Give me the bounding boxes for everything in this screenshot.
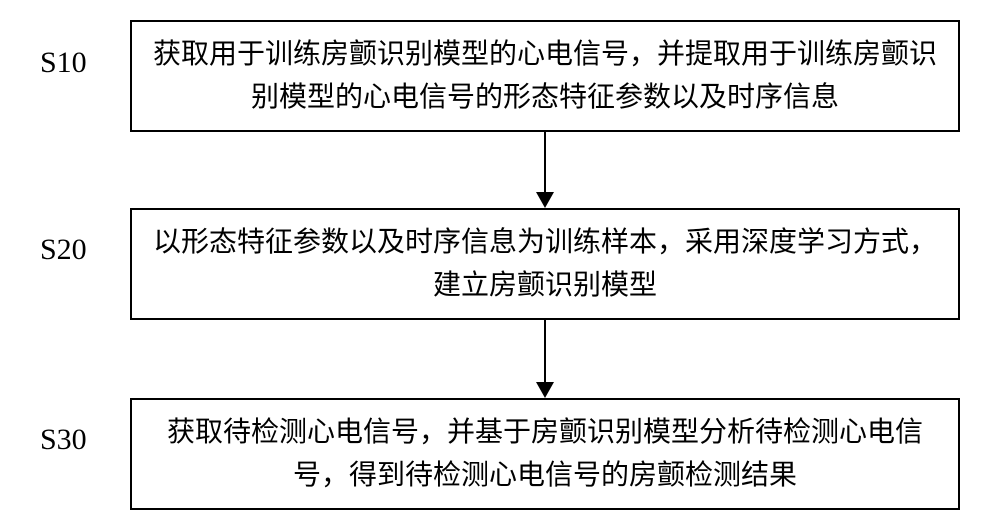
step-box-s30: 获取待检测心电信号，并基于房颤识别模型分析待检测心电信号，得到待检测心电信号的房… bbox=[130, 398, 960, 510]
step-box-s10: 获取用于训练房颤识别模型的心电信号，并提取用于训练房颤识别模型的心电信号的形态特… bbox=[130, 20, 960, 132]
step-label-text: S10 bbox=[40, 46, 87, 79]
step-text-s20: 以形态特征参数以及时序信息为训练样本，采用深度学习方式，建立房颤识别模型 bbox=[150, 221, 940, 308]
arrow-shaft-1 bbox=[544, 132, 546, 192]
arrow-head-1 bbox=[536, 192, 554, 208]
step-label-s10: S10 bbox=[40, 48, 87, 78]
flowchart-canvas: S10 获取用于训练房颤识别模型的心电信号，并提取用于训练房颤识别模型的心电信号… bbox=[0, 0, 1000, 528]
arrow-head-2 bbox=[536, 382, 554, 398]
step-label-s20: S20 bbox=[40, 235, 87, 265]
step-box-s20: 以形态特征参数以及时序信息为训练样本，采用深度学习方式，建立房颤识别模型 bbox=[130, 208, 960, 320]
step-label-s30: S30 bbox=[40, 425, 87, 455]
step-text-s30: 获取待检测心电信号，并基于房颤识别模型分析待检测心电信号，得到待检测心电信号的房… bbox=[150, 411, 940, 498]
step-label-text: S20 bbox=[40, 233, 87, 266]
arrow-shaft-2 bbox=[544, 320, 546, 382]
step-label-text: S30 bbox=[40, 423, 87, 456]
step-text-s10: 获取用于训练房颤识别模型的心电信号，并提取用于训练房颤识别模型的心电信号的形态特… bbox=[150, 33, 940, 120]
